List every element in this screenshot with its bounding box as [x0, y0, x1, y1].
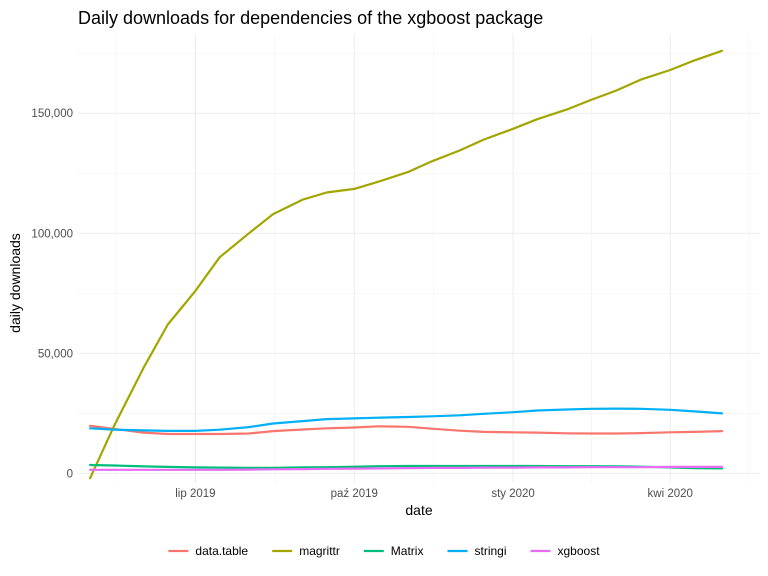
- series-lines: [89, 49, 724, 480]
- legend: data.table magrittr Matrix stringi xgboost: [168, 544, 600, 558]
- legend-item: Matrix: [363, 544, 424, 558]
- legend-item: stringi: [447, 544, 507, 558]
- legend-item: data.table: [168, 544, 248, 558]
- y-tick-label: 50,000: [38, 348, 73, 360]
- grid: [78, 34, 760, 483]
- y-axis-ticks: 0 50,000 100,000 150,000: [31, 108, 73, 480]
- legend-item: xgboost: [530, 544, 601, 558]
- legend-label: Matrix: [391, 544, 424, 558]
- y-tick-label: 100,000: [31, 228, 73, 240]
- x-tick-label: lip 2019: [175, 488, 215, 500]
- legend-label: stringi: [475, 544, 507, 558]
- legend-label: data.table: [195, 544, 248, 558]
- x-axis-title: date: [405, 502, 432, 518]
- chart-title: Daily downloads for dependencies of the …: [78, 8, 543, 28]
- x-tick-label: kwi 2020: [648, 488, 693, 500]
- series-line-magrittr: [89, 49, 724, 480]
- x-tick-label: paź 2019: [331, 488, 378, 500]
- legend-label: magrittr: [299, 544, 340, 558]
- x-tick-label: sty 2020: [491, 488, 534, 500]
- legend-item: magrittr: [272, 544, 340, 558]
- series-line-data-table: [89, 424, 724, 436]
- x-axis-ticks: lip 2019 paź 2019 sty 2020 kwi 2020: [175, 488, 693, 500]
- series-line-stringi: [89, 407, 724, 432]
- y-tick-label: 0: [67, 468, 73, 480]
- legend-label: xgboost: [558, 544, 601, 558]
- y-axis-title: daily downloads: [7, 233, 23, 333]
- y-tick-label: 150,000: [31, 108, 73, 120]
- series-line-xgboost: [89, 465, 724, 471]
